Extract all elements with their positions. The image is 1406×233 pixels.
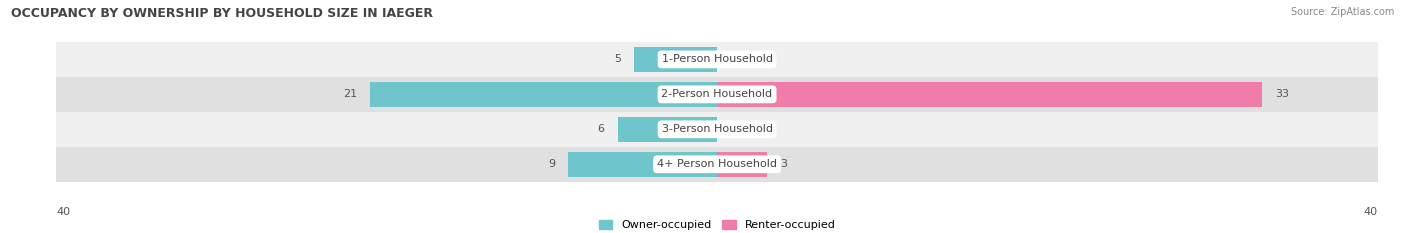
Text: 33: 33	[1275, 89, 1289, 99]
Legend: Owner-occupied, Renter-occupied: Owner-occupied, Renter-occupied	[595, 216, 839, 233]
Bar	[56, 77, 1378, 112]
Text: 5: 5	[614, 55, 621, 64]
Bar	[717, 152, 766, 177]
Bar	[370, 82, 717, 107]
Bar	[717, 82, 1263, 107]
Bar	[56, 147, 1378, 182]
Text: 21: 21	[343, 89, 357, 99]
Bar	[634, 47, 717, 72]
Text: 0: 0	[730, 55, 737, 64]
Text: 3: 3	[780, 159, 787, 169]
Text: 9: 9	[548, 159, 555, 169]
Text: OCCUPANCY BY OWNERSHIP BY HOUSEHOLD SIZE IN IAEGER: OCCUPANCY BY OWNERSHIP BY HOUSEHOLD SIZE…	[11, 7, 433, 20]
Text: 0: 0	[730, 124, 737, 134]
Text: 40: 40	[56, 207, 70, 217]
Text: 40: 40	[1364, 207, 1378, 217]
Text: 3-Person Household: 3-Person Household	[662, 124, 772, 134]
Bar	[617, 117, 717, 142]
Bar	[56, 42, 1378, 77]
Text: Source: ZipAtlas.com: Source: ZipAtlas.com	[1291, 7, 1395, 17]
Text: 1-Person Household: 1-Person Household	[662, 55, 772, 64]
Bar	[568, 152, 717, 177]
Bar	[56, 112, 1378, 147]
Text: 4+ Person Household: 4+ Person Household	[657, 159, 778, 169]
Text: 2-Person Household: 2-Person Household	[661, 89, 773, 99]
Text: 6: 6	[598, 124, 605, 134]
